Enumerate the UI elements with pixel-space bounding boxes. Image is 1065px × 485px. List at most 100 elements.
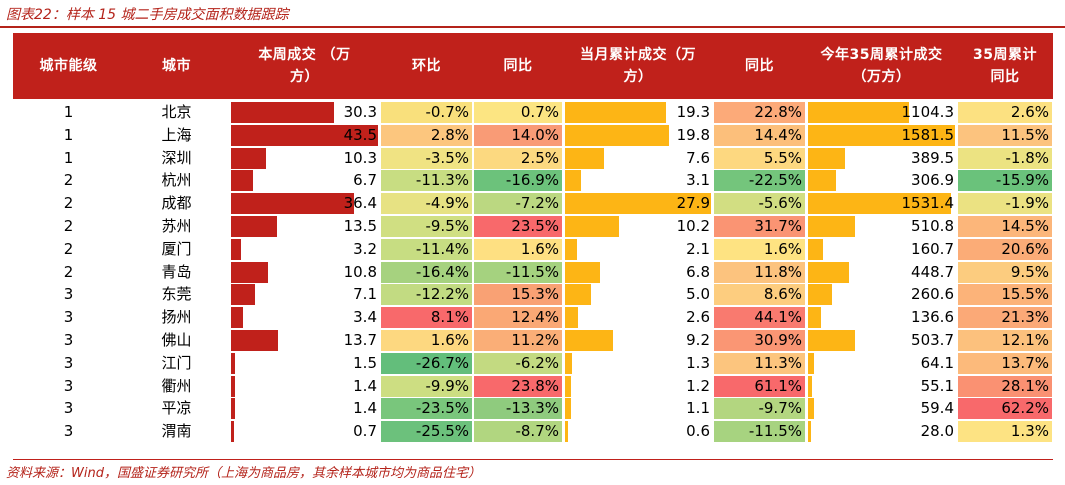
table-title: 图表22：样本 15 城二手房成交面积数据跟踪 <box>6 7 289 23</box>
cell-ytd: 160.7 <box>911 239 954 258</box>
cell-city: 衢州 <box>161 376 192 395</box>
cell-tier: 1 <box>63 125 74 144</box>
table-row: 1 深圳 10.3 -3.5% 2.5% 7.6 5.5% 389.5 -1.8% <box>13 147 1053 170</box>
ytd-bar <box>808 215 855 237</box>
header-tier-line: 城市能级 <box>39 58 98 74</box>
table-header: 城市能级 城市 本周成交 （万 方） 环比 同比 当月累计成交（万 方） 同比 今年35周累计成交… <box>13 33 1053 99</box>
cell-month: 1.2 <box>686 376 710 395</box>
cell-week: 3.2 <box>353 239 377 258</box>
month-bar <box>565 215 619 237</box>
header-wow-line: 环比 <box>412 58 441 74</box>
cell-tier: 2 <box>63 194 74 213</box>
cell-tier: 2 <box>63 171 74 190</box>
cell-city: 上海 <box>161 125 192 144</box>
week-bar <box>231 261 268 283</box>
cell-city: 佛山 <box>161 330 192 349</box>
table-row: 3 东莞 7.1 -12.2% 15.3% 5.0 8.6% 260.6 15.5% <box>13 283 1053 306</box>
cell-tier: 3 <box>63 285 74 304</box>
week-bar <box>231 352 235 374</box>
cell-week-yoy: 23.8% <box>474 375 562 397</box>
header-week: 本周成交 （万 方） <box>229 33 380 99</box>
cell-week-yoy: -7.2% <box>474 193 562 215</box>
cell-ytd-yoy: 13.7% <box>958 352 1052 374</box>
header-week-line: 本周成交 （万 <box>258 47 351 63</box>
cell-ytd: 59.4 <box>920 399 954 418</box>
week-bar <box>231 238 241 260</box>
cell-month-yoy: 14.4% <box>714 124 805 146</box>
cell-week-yoy: 14.0% <box>474 124 562 146</box>
cell-week-yoy: -16.9% <box>474 170 562 192</box>
ytd-bar <box>808 193 951 215</box>
table-row: 2 成都 36.4 -4.9% -7.2% 27.9 -5.6% 1531.4 -1.9% <box>13 192 1053 215</box>
month-bar <box>565 170 581 192</box>
month-bar <box>565 284 591 306</box>
month-bar <box>565 307 578 329</box>
week-bar <box>231 102 334 123</box>
cell-city: 渭南 <box>161 422 192 441</box>
cell-week: 13.5 <box>343 216 377 235</box>
ytd-bar <box>808 284 832 306</box>
cell-city: 苏州 <box>161 216 192 235</box>
week-bar <box>231 398 235 420</box>
cell-week: 1.5 <box>353 353 377 372</box>
month-bar <box>565 124 669 146</box>
cell-wow: -23.5% <box>381 398 472 420</box>
cell-week: 0.7 <box>353 422 377 441</box>
header-week-yoy: 同比 <box>473 33 563 99</box>
table-row: 3 渭南 0.7 -25.5% -8.7% 0.6 -11.5% 28.0 1.3% <box>13 420 1053 443</box>
ytd-bar <box>808 238 823 260</box>
table-row: 2 厦门 3.2 -11.4% 1.6% 2.1 1.6% 160.7 20.6% <box>13 238 1053 261</box>
cell-month: 19.3 <box>676 103 710 121</box>
cell-week-yoy: -6.2% <box>474 352 562 374</box>
cell-month-yoy: 1.6% <box>714 238 805 260</box>
header-tier: 城市能级 <box>13 33 124 99</box>
month-bar <box>565 375 571 397</box>
ytd-bar <box>808 307 821 329</box>
cell-tier: 1 <box>63 103 74 121</box>
cell-ytd-yoy: 2.6% <box>958 102 1052 123</box>
ytd-bar <box>808 170 836 192</box>
cell-month-yoy: -5.6% <box>714 193 805 215</box>
cell-ytd: 260.6 <box>911 285 954 304</box>
cell-month-yoy: -11.5% <box>714 421 805 443</box>
cell-month: 19.8 <box>676 125 710 144</box>
cell-city: 成都 <box>161 194 192 213</box>
cell-month-yoy: 30.9% <box>714 329 805 351</box>
cell-wow: -12.2% <box>381 284 472 306</box>
cell-week: 10.3 <box>343 148 377 167</box>
cell-week: 6.7 <box>353 171 377 190</box>
header-wow: 环比 <box>380 33 473 99</box>
table-row: 2 苏州 13.5 -9.5% 23.5% 10.2 31.7% 510.8 14.5% <box>13 215 1053 238</box>
table-row: 3 扬州 3.4 8.1% 12.4% 2.6 44.1% 136.6 21.3% <box>13 306 1053 329</box>
header-ytd-line: 今年35周累计成交 <box>820 47 943 63</box>
cell-wow: -4.9% <box>381 193 472 215</box>
cell-month: 2.1 <box>686 239 710 258</box>
cell-week-yoy: 15.3% <box>474 284 562 306</box>
cell-wow: -3.5% <box>381 147 472 169</box>
cell-month-yoy: 31.7% <box>714 215 805 237</box>
cell-tier: 3 <box>63 376 74 395</box>
cell-month: 5.0 <box>686 285 710 304</box>
cell-ytd: 55.1 <box>920 376 954 395</box>
week-bar <box>231 284 255 306</box>
week-bar <box>231 329 278 351</box>
cell-week: 1.4 <box>353 376 377 395</box>
cell-ytd: 306.9 <box>911 171 954 190</box>
week-bar <box>231 193 354 215</box>
cell-ytd: 389.5 <box>911 148 954 167</box>
cell-month-yoy: 8.6% <box>714 284 805 306</box>
cell-week-yoy: 0.7% <box>474 102 562 123</box>
cell-city: 北京 <box>161 103 192 121</box>
cell-week-yoy: 12.4% <box>474 307 562 329</box>
cell-tier: 3 <box>63 353 74 372</box>
cell-ytd: 64.1 <box>920 353 954 372</box>
cell-ytd-yoy: 20.6% <box>958 238 1052 260</box>
header-month-yoy: 同比 <box>713 33 806 99</box>
cell-tier: 2 <box>63 216 74 235</box>
cell-wow: 2.8% <box>381 124 472 146</box>
week-bar <box>231 147 266 169</box>
cell-city: 江门 <box>161 353 192 372</box>
cell-month-yoy: 44.1% <box>714 307 805 329</box>
cell-wow: -11.4% <box>381 238 472 260</box>
header-city-line: 城市 <box>162 58 191 74</box>
